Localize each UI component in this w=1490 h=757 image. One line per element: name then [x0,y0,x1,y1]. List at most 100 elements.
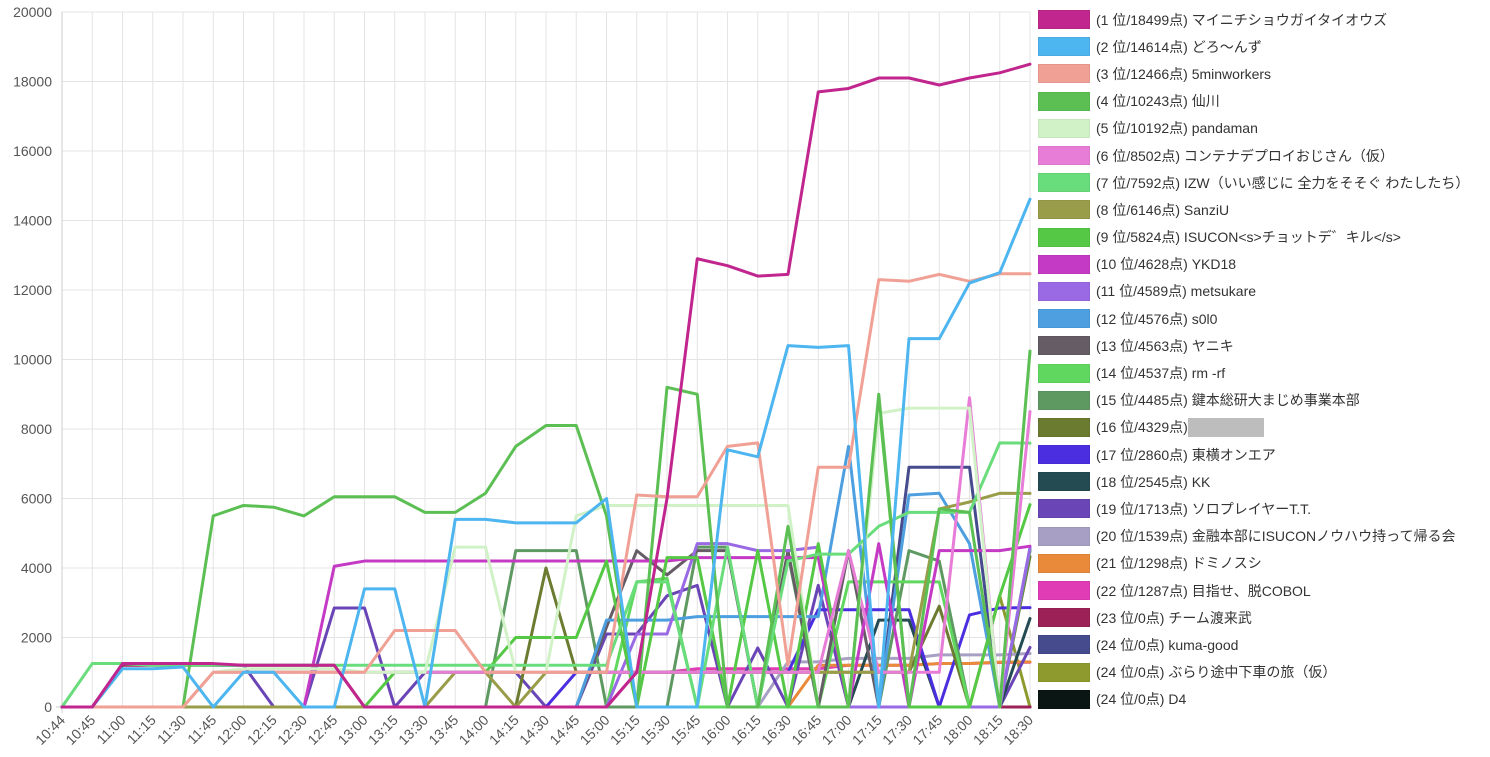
legend-item[interactable]: (24 位/0点) D4 [1038,686,1488,713]
legend-item[interactable]: (24 位/0点) kuma-good [1038,631,1488,658]
legend-swatch [1038,662,1090,682]
y-tick-label: 2000 [21,630,52,646]
legend-item[interactable]: (13 位/4563点) ヤニキ [1038,332,1488,359]
grid-lines [61,11,1031,708]
x-tick-label: 13:00 [335,712,371,748]
legend-item[interactable]: (5 位/10192点) pandaman [1038,115,1488,142]
legend-item[interactable]: (6 位/8502点) コンテナデプロイおじさん（仮） [1038,142,1488,169]
legend-item[interactable]: (8 位/6146点) SanziU [1038,196,1488,223]
legend-label: (24 位/0点) ぶらり途中下車の旅（仮） [1096,664,1337,681]
y-axis-ticks: 0 2000 4000 6000 8000 10000 12000 14000 16000 180… [13,4,52,715]
x-tick-label: 10:45 [62,712,98,748]
legend-item[interactable]: (9 位/5824点) ISUCON<s>チョットデ゛キル</s> [1038,224,1488,251]
legend-label: (1 位/18499点) マイニチショウガイタイオウズ [1096,11,1388,28]
legend-item[interactable]: (14 位/4537点) rm -rf [1038,359,1488,386]
legend-label: (19 位/1713点) ソロプレイヤーT.T. [1096,500,1312,517]
y-tick-label: 6000 [21,491,52,507]
x-tick-label: 11:15 [124,712,160,748]
x-tick-label: 12:30 [274,712,310,748]
legend-swatch [1038,91,1090,111]
legend-item[interactable]: (4 位/10243点) 仙川 [1038,88,1488,115]
x-tick-label: 10:44 [32,712,68,748]
x-tick-label: 14:30 [516,712,552,748]
legend-label: (16 位/4329点) [1096,419,1188,436]
legend: (1 位/18499点) マイニチショウガイタイオウズ (2 位/14614点) … [1038,6,1488,713]
y-tick-label: 12000 [13,282,52,298]
legend-item[interactable]: (24 位/0点) ぶらり途中下車の旅（仮） [1038,659,1488,686]
legend-label: (11 位/4589点) metsukare [1096,283,1257,300]
x-tick-label: 15:30 [637,712,673,748]
legend-swatch [1038,227,1090,247]
legend-swatch [1038,10,1090,30]
x-tick-label: 18:00 [940,712,976,748]
y-tick-label: 8000 [21,421,52,437]
legend-item[interactable]: (22 位/1287点) 目指せ、脱COBOL [1038,577,1488,604]
x-tick-label: 16:30 [758,712,794,748]
y-tick-label: 10000 [13,352,52,368]
series-lines [60,62,1032,709]
legend-label: (15 位/4485点) 鍵本総研大まじめ事業本部 [1096,392,1360,409]
legend-swatch [1038,390,1090,410]
legend-label: (12 位/4576点) s0l0 [1096,310,1218,327]
legend-item[interactable]: (3 位/12466点) 5minworkers [1038,60,1488,87]
legend-swatch [1038,689,1090,709]
legend-label: (20 位/1539点) 金融本部にISUCONノウハウ持って帰る会 [1096,528,1456,545]
x-tick-label: 13:45 [425,712,461,748]
x-tick-label: 16:45 [788,712,824,748]
legend-label: (17 位/2860点) 東横オンエア [1096,446,1276,463]
x-tick-label: 15:15 [607,712,643,748]
legend-label: (8 位/6146点) SanziU [1096,201,1230,218]
legend-item[interactable]: (11 位/4589点) metsukare [1038,278,1488,305]
legend-label: (7 位/7592点) IZW（いい感じに 全力をそそぐ わたしたち） [1096,174,1470,191]
x-tick-label: 17:15 [849,712,885,748]
x-tick-label: 15:45 [667,712,703,748]
legend-label: (13 位/4563点) ヤニキ [1096,337,1234,354]
legend-item[interactable]: (1 位/18499点) マイニチショウガイタイオウズ [1038,6,1488,33]
legend-swatch [1038,309,1090,329]
legend-item[interactable]: (15 位/4485点) 鍵本総研大まじめ事業本部 [1038,387,1488,414]
series-line-1 [60,62,1032,709]
legend-item[interactable]: (19 位/1713点) ソロプレイヤーT.T. [1038,495,1488,522]
x-tick-label: 16:00 [698,712,734,748]
series-line-4 [60,349,1032,709]
series-line-2 [60,197,1032,709]
legend-item[interactable]: (10 位/4628点) YKD18 [1038,251,1488,278]
legend-swatch [1038,64,1090,84]
legend-swatch [1038,581,1090,601]
legend-swatch [1038,417,1090,437]
legend-item[interactable]: (7 位/7592点) IZW（いい感じに 全力をそそぐ わたしたち） [1038,169,1488,196]
axes [56,12,1030,713]
legend-swatch [1038,472,1090,492]
legend-item[interactable]: (12 位/4576点) s0l0 [1038,305,1488,332]
x-tick-label: 16:15 [728,712,764,748]
legend-label: (4 位/10243点) 仙川 [1096,93,1220,110]
legend-item[interactable]: (17 位/2860点) 東横オンエア [1038,441,1488,468]
legend-label: (21 位/1298点) ドミノスシ [1096,555,1262,572]
legend-swatch [1038,173,1090,193]
x-tick-label: 11:00 [93,712,129,748]
legend-item[interactable]: (18 位/2545点) KK [1038,468,1488,495]
legend-label: (22 位/1287点) 目指せ、脱COBOL [1096,582,1311,599]
legend-label: (14 位/4537点) rm -rf [1096,365,1226,382]
x-tick-label: 11:30 [154,712,190,748]
y-tick-label: 0 [44,699,52,715]
legend-swatch [1038,445,1090,465]
x-tick-label: 14:15 [486,712,522,748]
x-tick-label: 17:00 [819,712,855,748]
x-tick-label: 12:00 [214,712,250,748]
legend-item[interactable]: (2 位/14614点) どろ〜んず [1038,33,1488,60]
legend-item[interactable]: (20 位/1539点) 金融本部にISUCONノウハウ持って帰る会 [1038,523,1488,550]
legend-label: (6 位/8502点) コンテナデプロイおじさん（仮） [1096,147,1394,164]
legend-item[interactable]: (21 位/1298点) ドミノスシ [1038,550,1488,577]
legend-label: (24 位/0点) D4 [1096,691,1187,708]
legend-item[interactable]: (23 位/0点) チーム渡来武 [1038,604,1488,631]
legend-swatch [1038,363,1090,383]
legend-swatch [1038,499,1090,519]
x-tick-label: 17:45 [909,712,945,748]
legend-item[interactable]: (16 位/4329点) [1038,414,1488,441]
y-tick-label: 20000 [13,4,52,20]
legend-swatch [1038,200,1090,220]
legend-label: (2 位/14614点) どろ〜んず [1096,38,1262,55]
x-axis-ticks: 10:4410:4511:0011:1511:3011:4512:0012:15… [32,712,1036,748]
